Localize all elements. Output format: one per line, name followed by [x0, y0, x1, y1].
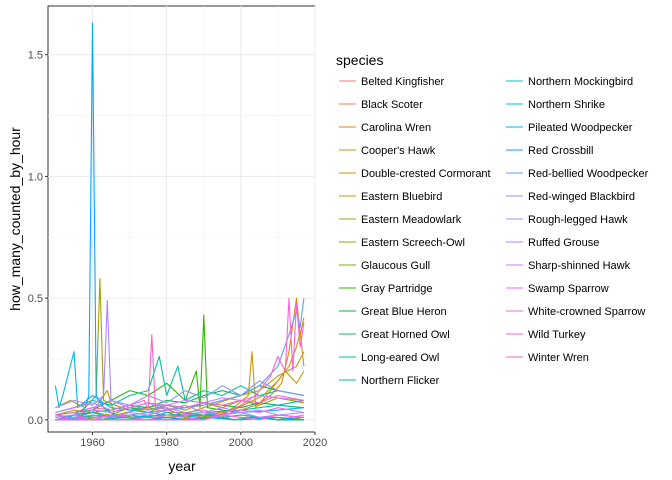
legend-label: Carolina Wren [361, 122, 431, 134]
legend-label: Red-winged Blackbird [528, 191, 635, 203]
legend-item-white-crowned-sparrow: White-crowned Sparrow [506, 306, 645, 318]
legend-item-rough-legged-hawk: Rough-legged Hawk [506, 214, 628, 226]
y-axis-title: how_many_counted_by_hour [7, 127, 23, 311]
legend-label: Wild Turkey [528, 329, 586, 341]
legend-item-northern-flicker: Northern Flicker [339, 375, 440, 387]
x-tick-label: 2020 [303, 437, 327, 449]
y-tick-label: 1.0 [28, 171, 43, 183]
legend-label: Belted Kingfisher [361, 76, 444, 88]
legend-label: Winter Wren [528, 352, 589, 364]
legend-label: Long-eared Owl [361, 352, 439, 364]
series-line-white-crowned-sparrow [55, 414, 304, 421]
legend-label: Rough-legged Hawk [528, 214, 628, 226]
y-tick-label: 0.5 [28, 293, 43, 305]
legend-title: species [336, 52, 383, 68]
legend-item-double-crested-cormorant: Double-crested Cormorant [339, 168, 491, 180]
legend-label: Red Crossbill [528, 145, 593, 157]
legend-label: Northern Mockingbird [528, 76, 633, 88]
series-line-sharp-shinned-hawk [55, 394, 304, 418]
y-tick-label: 0.0 [28, 415, 43, 427]
legend-label: Cooper's Hawk [361, 145, 436, 157]
legend-item-eastern-screech-owl: Eastern Screech-Owl [339, 237, 465, 249]
legend-label: Great Horned Owl [361, 329, 450, 341]
legend-label: Double-crested Cormorant [361, 168, 491, 180]
legend-label: Pileated Woodpecker [528, 122, 633, 134]
legend-item-pileated-woodpecker: Pileated Woodpecker [506, 122, 633, 134]
series-line-wild-turkey [55, 297, 305, 421]
legend-label: Glaucous Gull [361, 260, 430, 272]
axis-ticks: 1960 1980 2000 2020 0.0 0.5 1.0 1.5 [28, 50, 328, 449]
legend-item-belted-kingfisher: Belted Kingfisher [339, 76, 444, 88]
series-line-red-winged-blackbird [55, 380, 305, 416]
legend-item-carolina-wren: Carolina Wren [339, 122, 431, 134]
legend-item-gray-partridge: Gray Partridge [339, 283, 433, 295]
legend-item-long-eared-owl: Long-eared Owl [339, 352, 439, 364]
legend-item-sharp-shinned-hawk: Sharp-shinned Hawk [506, 260, 631, 272]
legend-label: Gray Partridge [361, 283, 433, 295]
y-tick-label: 1.5 [28, 50, 43, 62]
series-lines [54, 22, 305, 421]
legend-item-northern-mockingbird: Northern Mockingbird [506, 76, 633, 88]
legend-label: Black Scoter [361, 99, 423, 111]
legend-label: Great Blue Heron [361, 306, 447, 318]
legend-item-swamp-sparrow: Swamp Sparrow [506, 283, 609, 295]
legend-label: Swamp Sparrow [528, 283, 609, 295]
legend-item-red-winged-blackbird: Red-winged Blackbird [506, 191, 635, 203]
legend-item-northern-shrike: Northern Shrike [506, 99, 605, 111]
series-line-winter-wren [55, 334, 305, 416]
legend: species Belted Kingfisher Black Scoter Car… [336, 52, 649, 387]
legend-item-winter-wren: Winter Wren [506, 352, 589, 364]
legend-label: Eastern Screech-Owl [361, 237, 465, 249]
x-tick-label: 1960 [80, 437, 104, 449]
legend-label: Sharp-shinned Hawk [528, 260, 631, 272]
legend-item-red-crossbill: Red Crossbill [506, 145, 593, 157]
legend-item-red-bellied-woodpecker: Red-bellied Woodpecker [506, 168, 649, 180]
series-line-swamp-sparrow [55, 407, 304, 421]
legend-label: Eastern Meadowlark [361, 214, 462, 226]
legend-item-cooper-s-hawk: Cooper's Hawk [339, 145, 436, 157]
legend-item-great-horned-owl: Great Horned Owl [339, 329, 450, 341]
legend-item-great-blue-heron: Great Blue Heron [339, 306, 447, 318]
legend-item-eastern-meadowlark: Eastern Meadowlark [339, 214, 462, 226]
legend-label: Northern Flicker [361, 375, 440, 387]
legend-label: Northern Shrike [528, 99, 605, 111]
legend-item-wild-turkey: Wild Turkey [506, 329, 586, 341]
legend-label: Red-bellied Woodpecker [528, 168, 649, 180]
series-line-ruffed-grouse [55, 402, 304, 418]
x-axis-title: year [168, 458, 196, 474]
legend-item-black-scoter: Black Scoter [339, 99, 423, 111]
legend-label: White-crowned Sparrow [528, 306, 645, 318]
plot-panel [47, 5, 316, 433]
legend-item-ruffed-grouse: Ruffed Grouse [506, 237, 599, 249]
legend-item-glaucous-gull: Glaucous Gull [339, 260, 430, 272]
legend-label: Eastern Bluebird [361, 191, 442, 203]
legend-item-eastern-bluebird: Eastern Bluebird [339, 191, 442, 203]
x-tick-label: 1980 [154, 437, 178, 449]
legend-label: Ruffed Grouse [528, 237, 599, 249]
x-tick-label: 2000 [229, 437, 253, 449]
